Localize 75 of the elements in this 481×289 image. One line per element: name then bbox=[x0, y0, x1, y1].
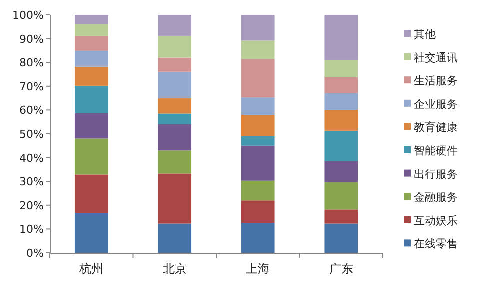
bar bbox=[324, 130, 358, 162]
legend-item: 智能硬件 bbox=[404, 144, 458, 158]
bar bbox=[324, 93, 358, 110]
legend-item: 教育健康 bbox=[404, 121, 458, 134]
y-tick-label: 80% bbox=[20, 56, 44, 70]
bar bbox=[158, 174, 192, 224]
bar bbox=[241, 40, 275, 60]
y-tick-label: 100% bbox=[12, 9, 44, 22]
legend-label: 生活服务 bbox=[414, 74, 458, 88]
bar bbox=[324, 60, 358, 78]
legend-item: 企业服务 bbox=[404, 98, 458, 111]
bar bbox=[158, 72, 192, 99]
legend-item: 互动娱乐 bbox=[404, 214, 458, 228]
bar bbox=[74, 86, 108, 114]
y-tick-label: 90% bbox=[20, 32, 44, 46]
bar bbox=[241, 114, 275, 136]
bar bbox=[74, 50, 108, 67]
bar bbox=[158, 224, 192, 253]
bar bbox=[324, 77, 358, 94]
bar bbox=[74, 213, 108, 253]
bar bbox=[158, 15, 192, 36]
bar bbox=[158, 36, 192, 58]
bar bbox=[158, 150, 192, 174]
y-tick-label: 20% bbox=[20, 199, 44, 212]
legend-item: 生活服务 bbox=[404, 74, 458, 88]
bar bbox=[74, 15, 108, 24]
bar bbox=[324, 110, 358, 131]
bar bbox=[241, 98, 275, 115]
bar bbox=[158, 98, 192, 114]
legend-label: 互动娱乐 bbox=[414, 214, 458, 228]
bar bbox=[74, 113, 108, 139]
bar bbox=[324, 15, 358, 60]
bar bbox=[158, 58, 192, 72]
bar bbox=[324, 224, 358, 253]
bar bbox=[241, 223, 275, 253]
legend-item: 社交通讯 bbox=[404, 51, 458, 64]
x-tick-label: 广东 bbox=[329, 262, 354, 276]
legend-label: 其他 bbox=[414, 28, 436, 41]
legend-label: 社交通讯 bbox=[414, 51, 458, 64]
x-tick-label: 杭州 bbox=[78, 262, 104, 276]
bar bbox=[324, 210, 358, 224]
legend-item: 其他 bbox=[404, 28, 436, 41]
bar bbox=[241, 200, 275, 224]
y-tick-label: 0% bbox=[26, 247, 44, 260]
y-tick-label: 60% bbox=[20, 104, 44, 118]
bar bbox=[74, 138, 108, 175]
bar bbox=[324, 182, 358, 210]
bar bbox=[158, 124, 192, 151]
bar bbox=[241, 146, 275, 181]
bar bbox=[241, 59, 275, 98]
x-tick-label: 北京 bbox=[162, 262, 187, 276]
legend-item: 出行服务 bbox=[404, 168, 458, 181]
legend-label: 企业服务 bbox=[414, 98, 458, 111]
legend-label: 教育健康 bbox=[414, 121, 458, 134]
y-tick-label: 40% bbox=[20, 152, 44, 165]
bar bbox=[324, 161, 358, 182]
y-tick-label: 50% bbox=[20, 128, 44, 141]
y-tick-label: 30% bbox=[20, 176, 44, 189]
bar bbox=[74, 174, 108, 214]
bar bbox=[74, 36, 108, 51]
legend-label: 金融服务 bbox=[414, 191, 458, 204]
legend-item: 金融服务 bbox=[404, 191, 458, 204]
legend-label: 在线零售 bbox=[414, 238, 458, 251]
bar bbox=[74, 66, 108, 86]
bar bbox=[241, 15, 275, 41]
y-tick-label: 10% bbox=[20, 223, 44, 236]
x-tick-label: 上海 bbox=[246, 262, 270, 276]
legend-label: 出行服务 bbox=[414, 168, 458, 181]
y-tick-label: 70% bbox=[20, 80, 44, 94]
bar bbox=[158, 114, 192, 124]
legend-item: 在线零售 bbox=[404, 238, 458, 251]
bar bbox=[241, 180, 275, 201]
legend-label: 智能硬件 bbox=[414, 144, 458, 158]
bar bbox=[74, 24, 108, 36]
bar bbox=[241, 136, 275, 146]
